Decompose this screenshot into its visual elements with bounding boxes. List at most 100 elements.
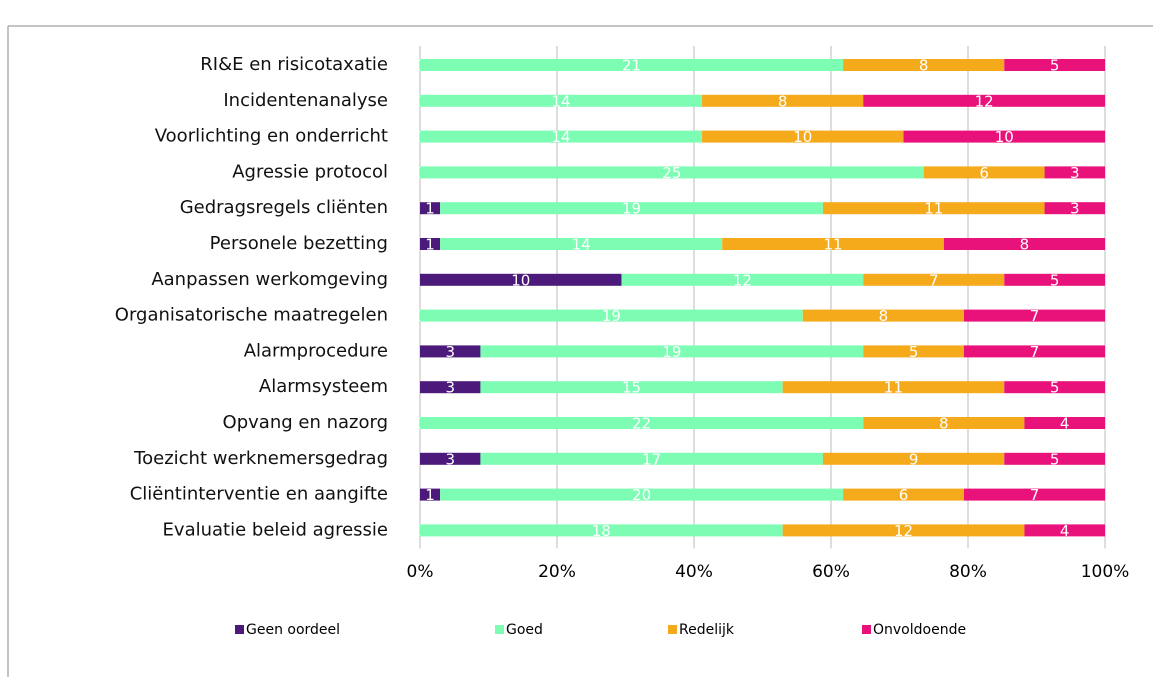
x-tick-label: 20% [538, 562, 576, 582]
x-tick-label: 60% [812, 562, 850, 582]
category-label: Aanpassen werkomgeving [151, 269, 388, 290]
data-label: 19 [662, 343, 681, 361]
bar-segment [420, 166, 924, 179]
bar-segment [420, 238, 441, 250]
bar-segment [1024, 524, 1105, 537]
data-label: 7 [929, 271, 939, 289]
data-label: 8 [919, 57, 929, 75]
bar-segment [420, 345, 481, 358]
bar-segment [963, 345, 1105, 358]
category-label: Agressie protocol [232, 161, 388, 182]
data-label: 8 [939, 415, 949, 433]
category-label: RI&E en risicotaxatie [200, 54, 388, 75]
bar-segment [782, 524, 1025, 537]
data-label: 22 [632, 415, 651, 433]
data-label: 3 [1070, 200, 1080, 218]
category-label: Cliëntinterventie en aangifte [130, 484, 388, 505]
bar-segment [420, 273, 622, 286]
data-label: 15 [622, 379, 641, 397]
bar-segment [420, 452, 481, 465]
bar-segment [943, 238, 1105, 250]
bar-segment [1044, 166, 1105, 179]
legend-swatch [495, 625, 504, 634]
data-label: 7 [1030, 343, 1040, 361]
category-label: Alarmprocedure [244, 340, 388, 361]
data-label: 14 [551, 92, 570, 110]
data-label: 1 [425, 486, 435, 504]
data-label: 6 [979, 164, 989, 182]
data-label: 7 [1030, 486, 1040, 504]
data-label: 12 [733, 271, 752, 289]
legend-label: Goed [506, 622, 543, 638]
bar-segment [702, 94, 864, 107]
data-label: 10 [793, 128, 812, 146]
data-label: 14 [551, 128, 570, 146]
bar-segment [843, 488, 964, 501]
legend-label: Redelijk [679, 622, 735, 638]
data-label: 6 [899, 486, 909, 504]
data-label: 8 [778, 92, 788, 110]
bar-segment [963, 488, 1105, 501]
data-label: 5 [1050, 271, 1060, 289]
data-label: 8 [1020, 236, 1030, 254]
category-label: Alarmsysteem [259, 376, 388, 397]
data-label: 10 [995, 128, 1014, 146]
bar-segment [863, 94, 1105, 107]
legend-label: Onvoldoende [873, 622, 966, 638]
bar-segment [420, 488, 441, 501]
data-label: 3 [445, 379, 455, 397]
data-label: 12 [975, 92, 994, 110]
bar-segment [621, 273, 864, 286]
data-label: 20 [632, 486, 651, 504]
data-label: 21 [622, 57, 641, 75]
bar-segment [802, 309, 964, 322]
legend-swatch [235, 625, 244, 634]
bar-segment [1004, 381, 1105, 394]
bar-segment [782, 381, 1005, 394]
legend-label: Geen oordeel [246, 622, 340, 638]
category-label: Toezicht werknemersgedrag [133, 448, 388, 469]
legend-swatch [862, 625, 871, 634]
category-label: Voorlichting en onderricht [155, 126, 388, 147]
data-label: 10 [511, 271, 530, 289]
bar-segment [923, 166, 1045, 179]
bar-segment [480, 381, 783, 394]
bar-segment [903, 130, 1105, 143]
data-label: 12 [894, 522, 913, 540]
bar-segment [420, 309, 803, 322]
data-label: 19 [622, 200, 641, 218]
bar-segment [1044, 202, 1105, 215]
data-label: 5 [909, 343, 919, 361]
legend-swatch [668, 625, 677, 634]
data-label: 11 [924, 200, 943, 218]
bar-segment [843, 59, 1005, 71]
category-label: Personele bezetting [210, 233, 388, 254]
x-tick-label: 100% [1081, 562, 1130, 582]
data-label: 4 [1060, 415, 1070, 433]
category-label: Organisatorische maatregelen [115, 305, 388, 326]
data-label: 18 [592, 522, 611, 540]
data-label: 3 [445, 343, 455, 361]
bar-segment [1024, 417, 1105, 429]
bar-segment [863, 417, 1025, 429]
category-label: Incidentenanalyse [223, 90, 388, 111]
bar-segment [420, 202, 441, 215]
data-label: 9 [909, 450, 919, 468]
data-label: 19 [602, 307, 621, 325]
data-label: 4 [1060, 522, 1070, 540]
data-label: 5 [1050, 379, 1060, 397]
bar-segment [420, 130, 703, 143]
x-tick-label: 0% [407, 562, 434, 582]
bar-segment [1004, 59, 1105, 71]
data-label: 1 [425, 200, 435, 218]
x-tick-label: 40% [675, 562, 713, 582]
bar-segment [1004, 452, 1105, 465]
bar-segment [480, 345, 864, 358]
bar-segment [440, 238, 723, 250]
data-label: 11 [884, 379, 903, 397]
data-label: 3 [445, 450, 455, 468]
bar-segment [1004, 273, 1105, 286]
bar-segment [480, 452, 823, 465]
bar-segment [420, 94, 703, 107]
